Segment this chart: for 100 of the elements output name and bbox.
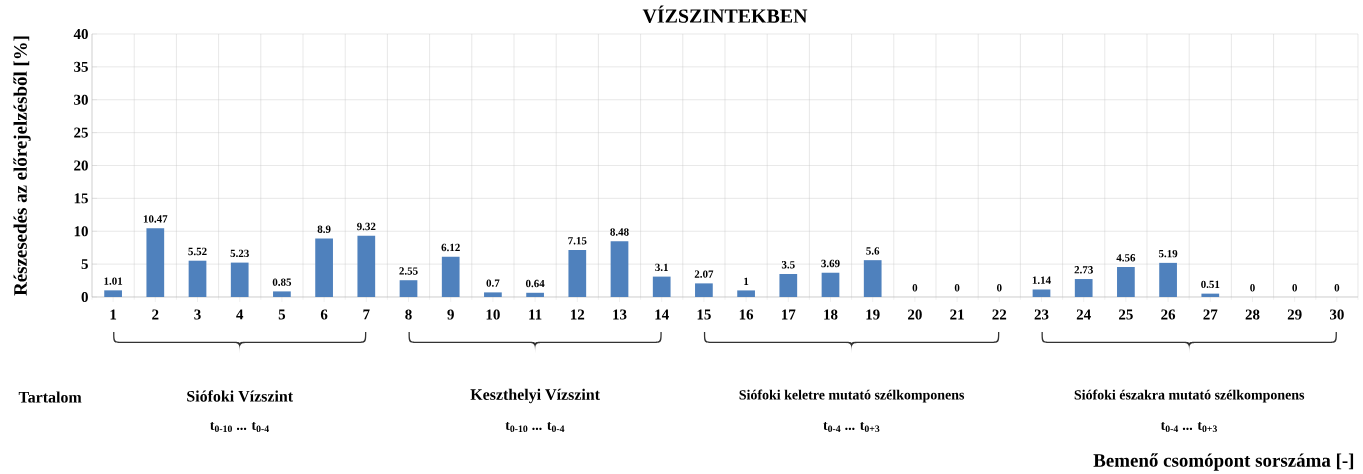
data-label: 1.01 [104, 277, 123, 285]
x-tick-label: 24 [1076, 309, 1091, 320]
bar [821, 272, 840, 297]
data-label: 0 [912, 284, 918, 292]
x-tick-label: 3 [194, 309, 201, 320]
text: t$_{0-10}$ ... t$_{0-4}$ [505, 421, 565, 433]
x-tick-label: 27 [1203, 309, 1218, 320]
data-label: 6.12 [441, 243, 460, 252]
y-tick-label: 25 [74, 127, 88, 138]
x-tick-label: 13 [613, 309, 627, 320]
text: t$_{0-4}$ ... t$_{0+3}$ [823, 421, 880, 433]
text: Bemenő csomópont sorszáma [-] [1093, 453, 1354, 471]
data-label: 5.6 [866, 247, 880, 255]
bar [104, 290, 122, 297]
x-tick-label: 16 [739, 309, 754, 320]
x-tick-label: 20 [908, 309, 922, 320]
bar [1074, 279, 1093, 297]
data-label: 0.64 [525, 279, 545, 288]
y-tick-label: 35 [74, 61, 88, 72]
data-label: 0 [996, 284, 1002, 292]
bar [737, 290, 755, 297]
x-tick-label: 14 [655, 309, 669, 320]
bar [441, 256, 460, 297]
data-label: 10.47 [143, 215, 168, 223]
x-tick-label: 12 [571, 309, 585, 320]
x-tick-label: 5 [278, 309, 286, 320]
x-tick-label: 10 [486, 309, 500, 320]
data-label: 5.19 [1158, 249, 1178, 258]
data-label: 0 [954, 284, 960, 292]
bar [1159, 262, 1177, 297]
data-label: 5.23 [230, 249, 249, 258]
bar [695, 283, 713, 297]
data-label: 3.69 [821, 259, 840, 268]
x-tick-label: 15 [697, 309, 711, 320]
bar [652, 276, 671, 297]
data-label: 4.56 [1116, 254, 1136, 262]
x-tick-label: 11 [529, 309, 542, 320]
x-tick-label: 28 [1245, 309, 1260, 320]
data-label: 2.07 [694, 270, 714, 278]
data-label: 8.48 [610, 228, 629, 236]
bar [1032, 289, 1051, 297]
bar [230, 262, 249, 297]
x-tick-label: 17 [782, 309, 796, 320]
bar [568, 249, 587, 297]
data-label: 5.52 [188, 247, 207, 256]
data-label: 3.5 [781, 261, 795, 269]
x-tick-label: 21 [950, 309, 964, 320]
x-tick-label: 29 [1287, 309, 1302, 320]
y-tick-label: 40 [73, 28, 88, 40]
data-label: 0 [1250, 284, 1255, 292]
bar [1117, 267, 1135, 297]
chart-title: VÍZSZINTEKBEN [642, 5, 808, 23]
data-label: 2.55 [399, 267, 418, 275]
text: Tartalom [18, 391, 82, 403]
data-label: 9.32 [357, 222, 376, 231]
y-tick-label: 0 [81, 291, 88, 303]
x-tick-label: 23 [1034, 309, 1049, 320]
x-tick-label: 19 [866, 309, 880, 320]
data-label: 7.15 [568, 237, 587, 245]
data-label: 0 [1334, 284, 1340, 292]
bar [399, 280, 418, 297]
x-tick-label: 8 [405, 309, 412, 320]
data-label: 2.73 [1074, 266, 1093, 274]
bar [188, 260, 207, 297]
bar [779, 273, 798, 297]
x-tick-label: 6 [320, 309, 328, 320]
text: t$_{0-4}$ ... t$_{0+3}$ [1160, 421, 1217, 433]
bar [315, 238, 333, 297]
x-tick-label: 18 [824, 309, 838, 320]
data-label: 0.7 [486, 279, 500, 287]
x-tick-label: 9 [447, 309, 454, 320]
text: Siófoki északra mutató szélkomponens [1074, 389, 1305, 403]
y-axis-title: Részesedés az előrejelzésből [%] [13, 36, 31, 296]
data-label: 3.1 [655, 263, 668, 272]
bar [526, 292, 544, 297]
x-tick-label: 1 [110, 309, 117, 320]
x-tick-label: 22 [992, 309, 1007, 320]
x-tick-label: 2 [152, 309, 159, 320]
text: Siófoki Vízszint [187, 390, 293, 402]
y-tick-label: 15 [74, 193, 88, 204]
text: Siófoki keletre mutató szélkomponens [739, 389, 965, 403]
bar [1201, 293, 1220, 297]
data-label: 8.9 [317, 225, 331, 233]
text: t$_{0-10}$ ... t$_{0-4}$ [210, 421, 269, 433]
bar [357, 235, 376, 297]
x-tick-label: 26 [1161, 309, 1176, 320]
y-tick-label: 30 [74, 94, 88, 105]
bar [863, 260, 882, 297]
x-tick-label: 4 [236, 309, 244, 320]
bar [610, 241, 629, 297]
y-tick-label: 10 [74, 226, 88, 237]
data-label: 1.14 [1032, 276, 1051, 284]
data-label: 1 [744, 277, 749, 285]
y-tick-label: 5 [81, 259, 88, 270]
x-tick-label: 25 [1119, 309, 1133, 320]
bar [484, 292, 502, 297]
x-tick-label: 7 [363, 309, 370, 320]
y-tick-label: 20 [74, 160, 88, 171]
data-label: 0 [1292, 284, 1298, 292]
text: Keszthelyi Vízszint [470, 388, 600, 404]
